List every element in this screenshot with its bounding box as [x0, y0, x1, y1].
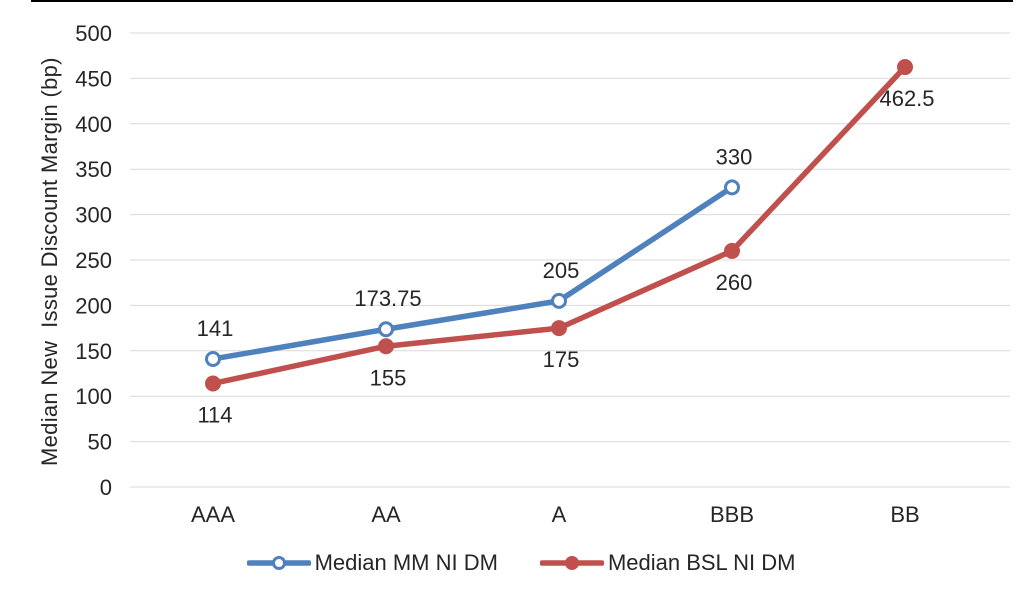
legend-swatch-filled-circle-icon — [539, 556, 604, 570]
data-point-label: 175 — [543, 347, 580, 372]
data-point-label: 330 — [716, 144, 753, 169]
data-point-marker — [551, 320, 567, 337]
data-point-label: 155 — [370, 365, 407, 390]
data-point-label: 114 — [197, 402, 232, 427]
legend: Median MM NI DM Median BSL NI DM — [18, 550, 1024, 576]
y-tick-label: 200 — [75, 293, 112, 318]
legend-label: Median MM NI DM — [314, 550, 498, 575]
y-tick-label: 350 — [75, 157, 112, 182]
data-point-marker — [897, 59, 913, 76]
data-point-label: 205 — [543, 258, 580, 283]
data-point-marker — [551, 292, 567, 309]
y-tick-label: 400 — [75, 112, 112, 137]
data-point-label: 462.5 — [879, 86, 934, 111]
y-tick-label: 50 — [88, 430, 112, 455]
y-tick-label: 300 — [75, 203, 112, 228]
data-point-marker — [378, 321, 394, 338]
legend-item: Median BSL NI DM — [539, 550, 796, 576]
y-tick-label: 450 — [75, 66, 112, 91]
y-tick-label: 100 — [75, 384, 112, 409]
data-point-label: 141 — [197, 316, 234, 341]
data-point-marker — [724, 242, 740, 259]
data-point-marker — [205, 375, 221, 392]
legend-marker — [564, 556, 579, 570]
data-point-marker — [724, 179, 740, 196]
legend-marker — [271, 556, 286, 570]
legend-item: Median MM NI DM — [246, 550, 498, 576]
data-point-label: 173.75 — [354, 286, 421, 311]
data-point-label: 260 — [716, 270, 753, 295]
series-line — [210, 184, 735, 362]
y-tick-label: 500 — [75, 21, 112, 46]
y-tick-label: 150 — [75, 339, 112, 364]
data-point-marker — [378, 338, 394, 355]
y-tick-label: 0 — [100, 475, 112, 500]
x-category-label: BB — [890, 502, 919, 527]
y-tick-label: 250 — [75, 248, 112, 273]
x-category-label: BBB — [710, 502, 754, 527]
x-category-label: AAA — [191, 502, 235, 527]
x-category-label: AA — [371, 502, 401, 527]
top-border-line — [31, 0, 1013, 2]
legend-swatch-open-circle-icon — [246, 556, 311, 570]
legend-label: Median BSL NI DM — [607, 550, 796, 575]
x-category-label: A — [552, 502, 567, 527]
data-point-marker — [205, 350, 221, 367]
